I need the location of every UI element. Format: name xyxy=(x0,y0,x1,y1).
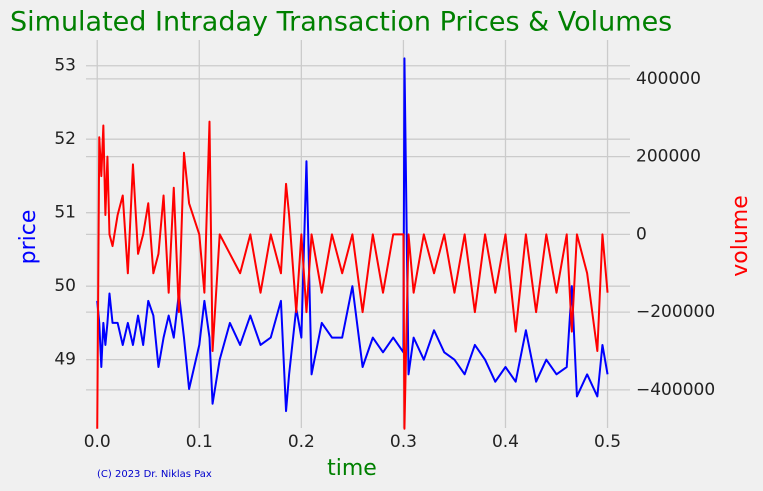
x-tick-label: 0.0 xyxy=(84,432,111,452)
y-tick-label: 51 xyxy=(54,203,76,223)
chart-title: Simulated Intraday Transaction Prices & … xyxy=(10,7,672,38)
y-tick-label: 52 xyxy=(54,129,76,149)
footnote: (C) 2023 Dr. Niklas Pax xyxy=(97,469,212,480)
x-tick-label: 0.3 xyxy=(390,432,417,452)
x-tick-label: 0.4 xyxy=(492,432,519,452)
y2-axis-label: volume xyxy=(728,195,753,277)
y2-tick-label: 200000 xyxy=(636,147,701,167)
y2-tick-label: 0 xyxy=(636,224,647,244)
y2-tick-label: −200000 xyxy=(636,302,715,322)
y-tick-label: 50 xyxy=(54,276,76,296)
volume-line xyxy=(96,120,609,430)
y-axis-label: price xyxy=(16,210,41,265)
y2-tick-label: 400000 xyxy=(636,69,701,89)
y2-tick-label: −400000 xyxy=(636,380,715,400)
x-tick-label: 0.2 xyxy=(288,432,315,452)
x-axis-label: time xyxy=(327,456,377,481)
y-tick-label: 49 xyxy=(54,350,76,370)
x-tick-label: 0.1 xyxy=(186,432,213,452)
x-tick-label: 0.5 xyxy=(594,432,621,452)
y-tick-label: 53 xyxy=(54,56,76,76)
